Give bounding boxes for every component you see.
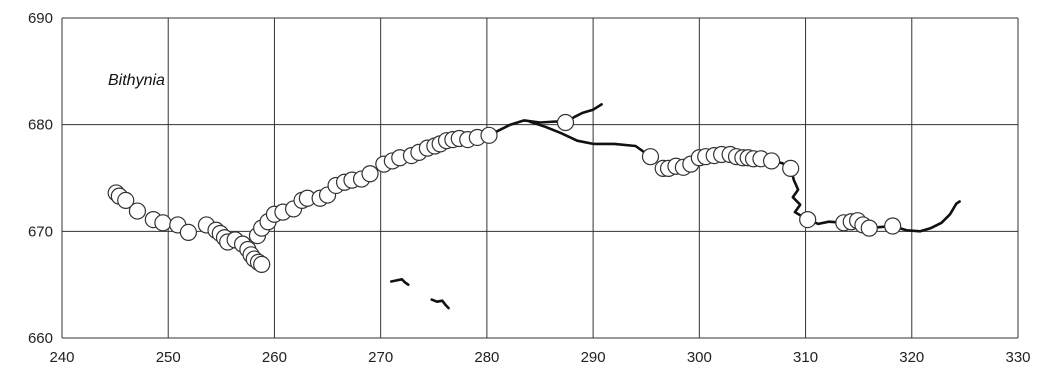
data-point-3 [128,202,147,220]
y-tick-label: 660 [28,330,53,347]
track-line-4 [868,200,961,233]
data-point-19 [253,255,271,273]
x-tick-label: 330 [1005,349,1030,366]
data-point-7 [179,223,198,241]
data-point-74 [884,217,902,235]
y-tick-label: 680 [28,117,53,134]
track-line-1 [528,120,652,158]
data-point-5 [154,214,172,232]
grid [61,17,1019,339]
track-line-6 [430,298,450,310]
track-line-0 [487,103,603,137]
data-point-48 [480,126,498,144]
x-tick-label: 300 [687,349,712,366]
y-tick-labels: 660 670 680 690 [28,10,53,347]
data-point-2 [117,191,135,209]
x-tick-label: 280 [474,349,499,366]
data-point-68 [799,211,817,229]
data-point-67 [782,159,800,177]
track-line-5 [390,278,410,286]
x-tick-label: 250 [156,349,181,366]
x-tick-label: 310 [793,349,818,366]
x-tick-label: 270 [368,349,393,366]
y-tick-label: 690 [28,10,53,27]
annotation-label: Bithynia [108,72,165,89]
x-tick-label: 320 [899,349,924,366]
data-points [107,113,902,273]
data-point-49 [556,113,575,132]
x-tick-label: 290 [581,349,606,366]
data-point-73 [860,219,878,237]
data-point-50 [641,148,660,166]
data-point-34 [361,165,379,183]
x-tick-label: 260 [262,349,287,366]
x-tick-label: 240 [49,349,74,366]
data-point-66 [762,152,781,170]
x-tick-labels: 240 250 260 270 280 290 300 310 320 330 [49,349,1030,366]
y-tick-label: 670 [28,223,53,240]
